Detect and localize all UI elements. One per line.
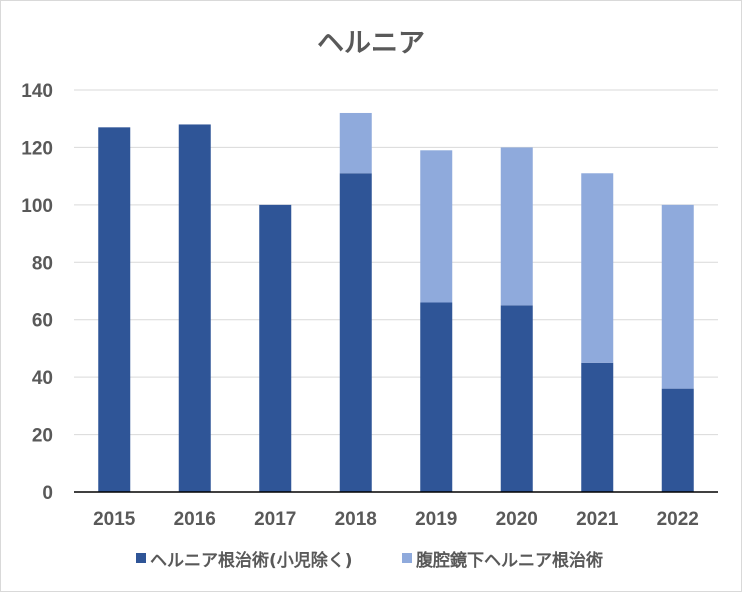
x-tick-label: 2021 bbox=[576, 509, 619, 530]
x-tick-label: 2015 bbox=[93, 509, 136, 530]
x-tick-label: 2019 bbox=[415, 509, 457, 530]
y-tick-label: 40 bbox=[32, 368, 53, 389]
y-tick-label: 120 bbox=[21, 138, 53, 159]
bar-segment-series-2 bbox=[420, 150, 453, 303]
y-tick-label: 140 bbox=[21, 81, 53, 102]
bar-segment-series-1 bbox=[259, 204, 292, 492]
x-tick-label: 2022 bbox=[657, 509, 699, 530]
bar-segment-series-1 bbox=[420, 302, 453, 492]
gridlines bbox=[74, 89, 718, 436]
bar-segment-series-1 bbox=[339, 173, 372, 492]
bar-segment-series-1 bbox=[178, 124, 211, 492]
legend: ヘルニア根治術(小児除く) 腹腔鏡下ヘルニア根治術 bbox=[136, 550, 603, 571]
legend-swatch bbox=[136, 553, 146, 563]
legend-swatch bbox=[402, 553, 412, 563]
bar-segment-series-1 bbox=[500, 305, 533, 492]
y-tick-label: 80 bbox=[32, 253, 53, 274]
x-tick-label: 2020 bbox=[496, 509, 538, 530]
x-tick-label: 2016 bbox=[174, 509, 216, 530]
x-tick-label: 2017 bbox=[254, 509, 296, 530]
bar-segment-series-2 bbox=[661, 204, 694, 389]
bar-segment-series-1 bbox=[581, 362, 614, 492]
bar-segment-series-2 bbox=[500, 147, 533, 306]
y-tick-label: 100 bbox=[21, 196, 53, 217]
bar-segment-series-1 bbox=[661, 388, 694, 492]
y-tick-label: 20 bbox=[32, 426, 53, 447]
x-tick-label: 2018 bbox=[335, 509, 377, 530]
x-axis-ticks: 2015 2016 2017 2018 2019 2020 2021 2022 bbox=[93, 509, 699, 530]
legend-label: ヘルニア根治術(小児除く) bbox=[150, 550, 353, 571]
legend-label: 腹腔鏡下ヘルニア根治術 bbox=[416, 550, 603, 571]
bar-segment-series-2 bbox=[581, 173, 614, 363]
bar-segment-series-1 bbox=[98, 127, 131, 492]
y-tick-label: 60 bbox=[32, 311, 53, 332]
chart-title: ヘルニア bbox=[317, 28, 425, 58]
y-axis-ticks: 0 20 40 60 80 100 120 140 bbox=[21, 81, 53, 504]
bar-segment-series-2 bbox=[339, 112, 372, 174]
bar-group bbox=[98, 112, 694, 492]
y-tick-label: 0 bbox=[42, 483, 53, 504]
